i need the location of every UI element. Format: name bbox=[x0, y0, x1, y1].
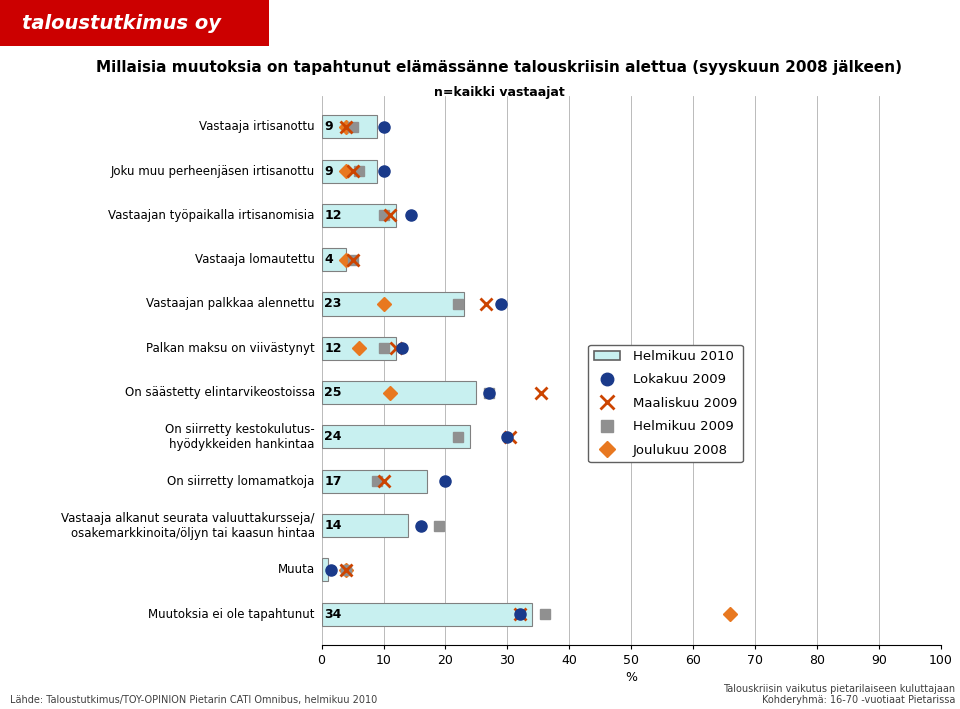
Bar bbox=[322, 469, 427, 493]
Bar bbox=[322, 514, 408, 537]
Text: Muutoksia ei ole tapahtunut: Muutoksia ei ole tapahtunut bbox=[148, 608, 315, 620]
Text: Vastaaja alkanut seurata valuuttakursseja/
osakemarkkinoita/öljyn tai kaasun hin: Vastaaja alkanut seurata valuuttakurssej… bbox=[61, 512, 315, 540]
Bar bbox=[322, 603, 532, 625]
Text: 14: 14 bbox=[324, 519, 342, 532]
Bar bbox=[322, 248, 347, 271]
Text: 4: 4 bbox=[324, 253, 333, 266]
Text: Millaisia muutoksia on tapahtunut elämässänne talouskriisin alettua (syyskuun 20: Millaisia muutoksia on tapahtunut elämäs… bbox=[96, 60, 902, 75]
Text: 9: 9 bbox=[324, 121, 333, 133]
Bar bbox=[322, 337, 396, 359]
Bar bbox=[322, 115, 377, 138]
Text: 23: 23 bbox=[324, 298, 342, 311]
Text: On siirretty kestokulutus-
hyödykkeiden hankintaa: On siirretty kestokulutus- hyödykkeiden … bbox=[165, 423, 315, 451]
Bar bbox=[322, 204, 396, 227]
Bar bbox=[322, 559, 327, 581]
Text: 12: 12 bbox=[324, 209, 342, 222]
Text: 12: 12 bbox=[324, 342, 342, 354]
Text: 24: 24 bbox=[324, 430, 342, 443]
Text: Lähde: Taloustutkimus/TOY-OPINION Pietarin CATI Omnibus, helmikuu 2010: Lähde: Taloustutkimus/TOY-OPINION Pietar… bbox=[10, 696, 377, 705]
Bar bbox=[322, 160, 377, 182]
Text: Talouskriisin vaikutus pietarilaiseen kuluttajaan
Kohderyhmä: 16-70 -vuotiaat Pi: Talouskriisin vaikutus pietarilaiseen ku… bbox=[723, 684, 955, 705]
Text: Vastaajan työpaikalla irtisanomisia: Vastaajan työpaikalla irtisanomisia bbox=[108, 209, 315, 222]
Text: On siirretty lomamatkoja: On siirretty lomamatkoja bbox=[167, 475, 315, 488]
Text: Vastaaja lomautettu: Vastaaja lomautettu bbox=[195, 253, 315, 266]
Text: 25: 25 bbox=[324, 386, 342, 399]
Bar bbox=[322, 292, 464, 316]
Text: n=kaikki vastaajat: n=kaikki vastaajat bbox=[434, 86, 564, 99]
Bar bbox=[322, 425, 470, 448]
Text: Palkan maksu on viivästynyt: Palkan maksu on viivästynyt bbox=[146, 342, 315, 354]
X-axis label: %: % bbox=[625, 671, 637, 684]
Bar bbox=[322, 381, 476, 404]
Legend: Helmikuu 2010, Lokakuu 2009, Maaliskuu 2009, Helmikuu 2009, Joulukuu 2008: Helmikuu 2010, Lokakuu 2009, Maaliskuu 2… bbox=[588, 345, 743, 462]
Text: Joku muu perheenjäsen irtisanottu: Joku muu perheenjäsen irtisanottu bbox=[110, 164, 315, 177]
Text: 34: 34 bbox=[324, 608, 342, 620]
Text: Vastaajan palkkaa alennettu: Vastaajan palkkaa alennettu bbox=[146, 298, 315, 311]
Text: On säästetty elintarvikeostoissa: On säästetty elintarvikeostoissa bbox=[125, 386, 315, 399]
Text: taloustutkimus oy: taloustutkimus oy bbox=[21, 13, 221, 33]
Text: 17: 17 bbox=[324, 475, 342, 488]
Text: Vastaaja irtisanottu: Vastaaja irtisanottu bbox=[199, 121, 315, 133]
Text: 9: 9 bbox=[324, 164, 333, 177]
Text: Muuta: Muuta bbox=[277, 564, 315, 576]
